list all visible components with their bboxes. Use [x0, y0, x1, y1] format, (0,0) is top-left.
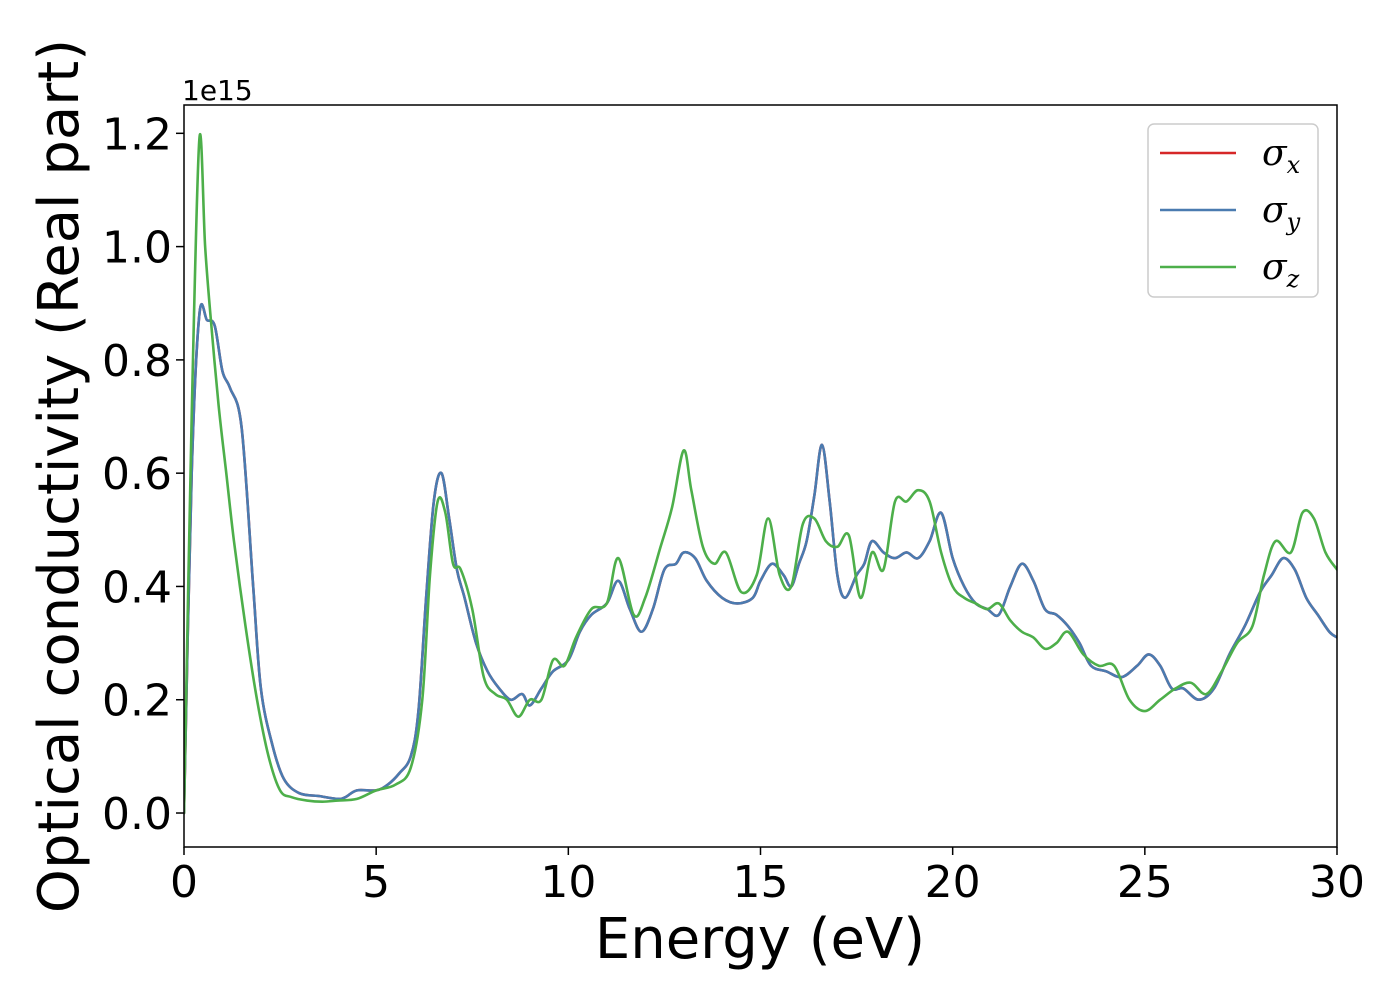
x-axis-label: Energy (eV) — [595, 907, 925, 972]
x-tick-label: 5 — [362, 857, 390, 908]
legend-subscript: x — [1287, 151, 1301, 179]
legend-label-y: σy — [1262, 190, 1301, 236]
x-axis: 0 5 10 15 20 25 30 — [170, 847, 1365, 908]
legend-symbol: σ — [1262, 247, 1288, 288]
x-tick-label: 10 — [540, 857, 596, 908]
x-tick-label: 0 — [170, 857, 198, 908]
legend-symbol: σ — [1262, 133, 1288, 174]
y-tick-label: 0.6 — [102, 449, 172, 500]
x-tick-label: 30 — [1309, 857, 1365, 908]
y-axis-label: Optical conductivity (Real part) — [27, 39, 92, 913]
legend-label-z: σz — [1262, 247, 1300, 293]
x-tick-label: 20 — [925, 857, 981, 908]
y-offset-label: 1e15 — [182, 74, 253, 107]
x-tick-label: 15 — [733, 857, 789, 908]
legend-symbol: σ — [1262, 190, 1288, 231]
legend-label-x: σx — [1262, 133, 1301, 179]
y-tick-label: 0.8 — [102, 336, 172, 387]
series-line-y — [184, 303, 1337, 815]
y-tick-label: 1.2 — [102, 109, 172, 160]
series-line-z — [184, 133, 1337, 815]
y-tick-label: 0.0 — [102, 789, 172, 840]
series-layer — [184, 133, 1337, 815]
y-tick-label: 0.2 — [102, 676, 172, 727]
x-tick-label: 25 — [1117, 857, 1173, 908]
y-axis: 0.0 0.2 0.4 0.6 0.8 1.0 1.2 — [102, 109, 184, 840]
legend-subscript: y — [1286, 208, 1301, 236]
y-tick-label: 0.4 — [102, 562, 172, 613]
legend-subscript: z — [1286, 265, 1300, 293]
y-tick-label: 1.0 — [102, 223, 172, 274]
